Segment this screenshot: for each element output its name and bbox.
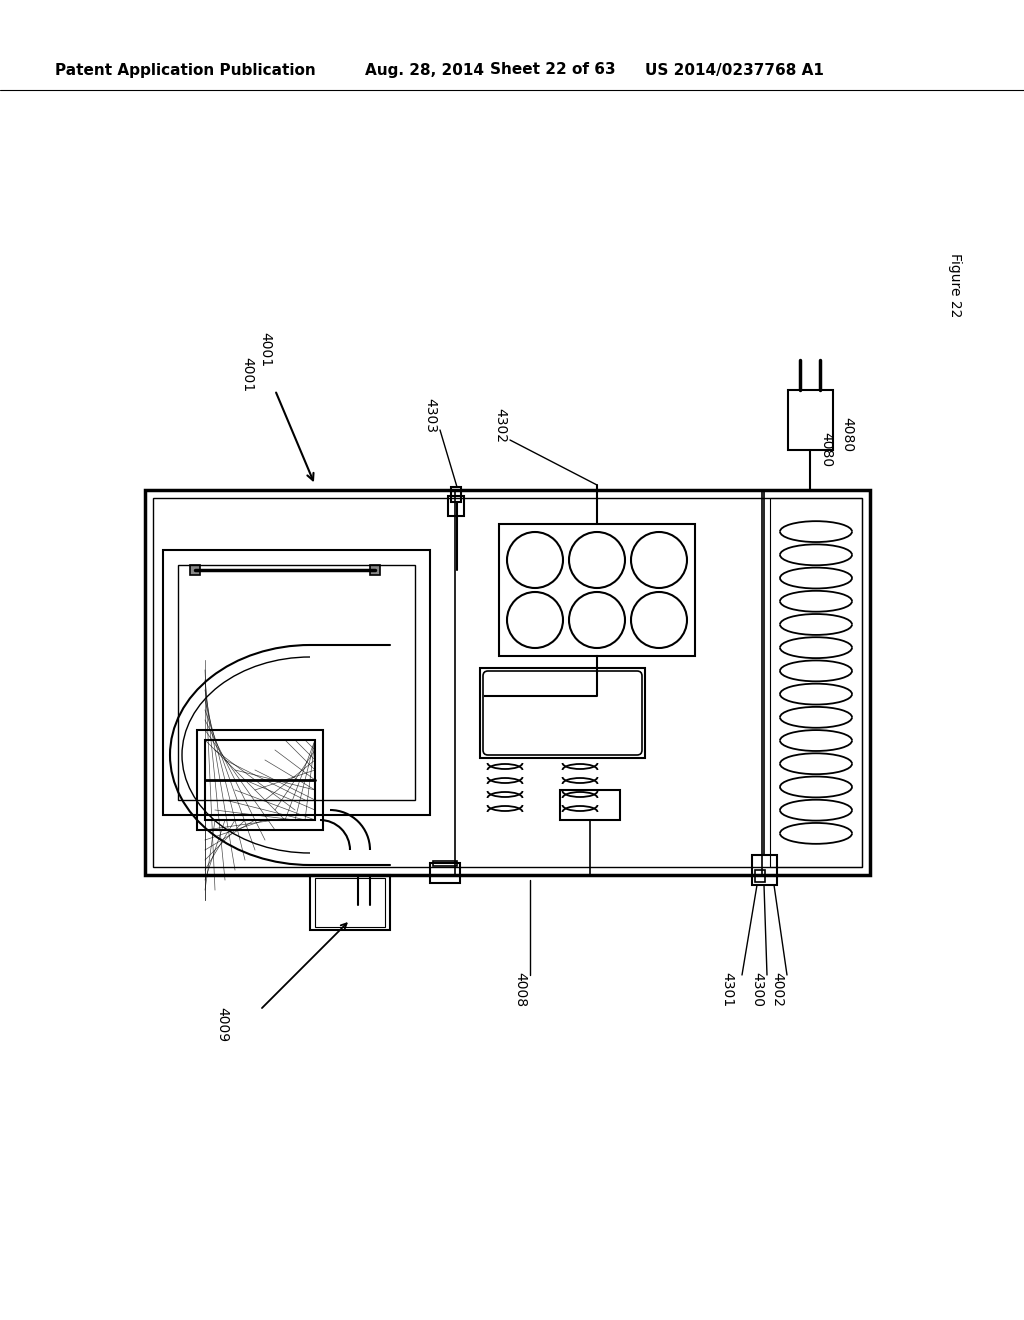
Bar bbox=[770, 498, 862, 867]
Bar bbox=[499, 524, 695, 656]
Text: 4300: 4300 bbox=[750, 973, 764, 1007]
Text: US 2014/0237768 A1: US 2014/0237768 A1 bbox=[645, 62, 824, 78]
Text: Sheet 22 of 63: Sheet 22 of 63 bbox=[490, 62, 615, 78]
Bar bbox=[153, 498, 862, 867]
Bar bbox=[145, 490, 870, 875]
Text: 4001: 4001 bbox=[240, 358, 254, 392]
Text: 4303: 4303 bbox=[423, 397, 437, 433]
Text: Figure 22: Figure 22 bbox=[948, 253, 962, 317]
Bar bbox=[315, 878, 385, 927]
Bar bbox=[205, 741, 315, 820]
Bar bbox=[433, 861, 457, 866]
Bar bbox=[788, 389, 833, 450]
Text: 4001: 4001 bbox=[258, 333, 272, 367]
Bar bbox=[451, 487, 461, 502]
Bar bbox=[178, 565, 415, 800]
Text: 4302: 4302 bbox=[493, 408, 507, 442]
Text: 4009: 4009 bbox=[215, 1007, 229, 1043]
Bar bbox=[755, 870, 765, 882]
Bar bbox=[560, 789, 620, 820]
Bar bbox=[163, 550, 430, 814]
Bar bbox=[190, 565, 200, 576]
Bar bbox=[480, 668, 645, 758]
Bar bbox=[197, 730, 323, 830]
Bar bbox=[310, 875, 390, 931]
Bar bbox=[370, 565, 380, 576]
Bar bbox=[752, 855, 777, 884]
Text: 4002: 4002 bbox=[770, 973, 784, 1007]
Bar bbox=[449, 496, 464, 516]
Text: Patent Application Publication: Patent Application Publication bbox=[55, 62, 315, 78]
Text: 4301: 4301 bbox=[720, 973, 734, 1007]
Text: 4080: 4080 bbox=[819, 433, 833, 467]
Bar bbox=[430, 863, 460, 883]
Text: 4008: 4008 bbox=[513, 973, 527, 1007]
Text: Aug. 28, 2014: Aug. 28, 2014 bbox=[365, 62, 484, 78]
Text: 4080: 4080 bbox=[840, 417, 854, 453]
